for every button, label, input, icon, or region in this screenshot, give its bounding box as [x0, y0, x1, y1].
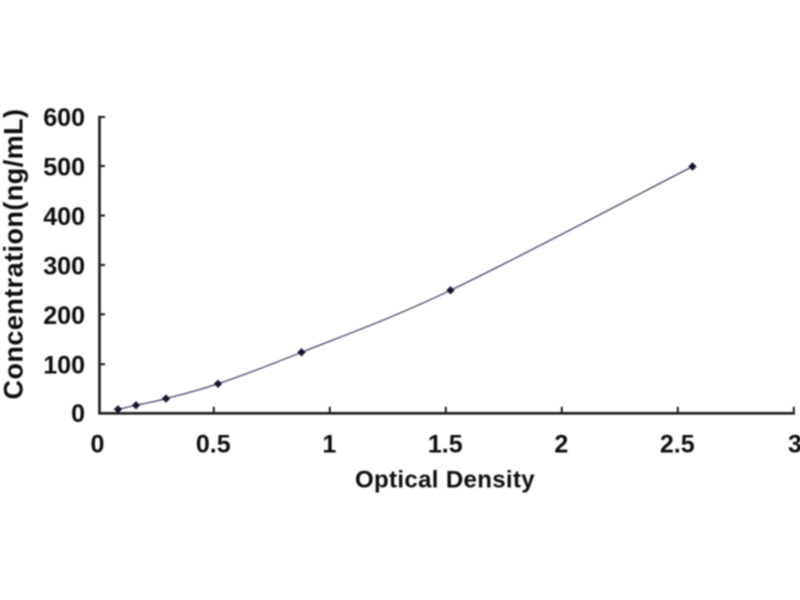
svg-text:1: 1 — [322, 431, 336, 459]
svg-text:1.5: 1.5 — [428, 431, 463, 459]
svg-text:2: 2 — [554, 431, 568, 459]
svg-text:2.5: 2.5 — [660, 431, 695, 459]
svg-text:500: 500 — [43, 153, 85, 181]
svg-text:3: 3 — [788, 431, 800, 459]
svg-text:600: 600 — [43, 104, 85, 132]
svg-text:Optical Density: Optical Density — [355, 467, 535, 494]
svg-text:200: 200 — [43, 302, 85, 330]
svg-text:100: 100 — [43, 352, 85, 380]
svg-text:400: 400 — [43, 203, 85, 231]
svg-text:0: 0 — [91, 431, 105, 459]
svg-text:Concentration(ng/mL): Concentration(ng/mL) — [0, 109, 29, 400]
svg-text:300: 300 — [43, 252, 85, 280]
svg-text:0: 0 — [71, 400, 85, 428]
svg-text:0.5: 0.5 — [196, 431, 231, 459]
